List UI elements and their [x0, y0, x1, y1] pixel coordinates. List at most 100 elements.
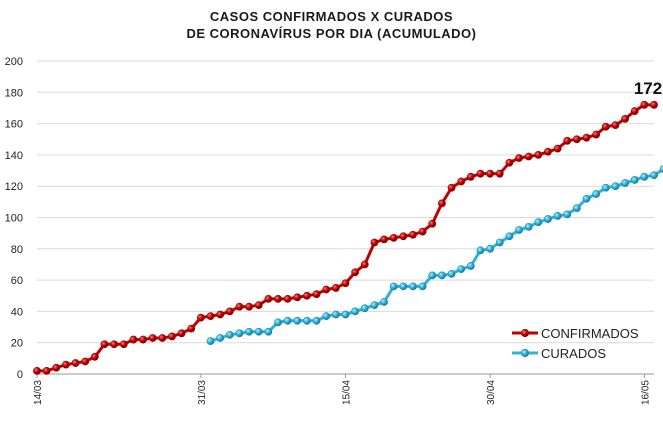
data-point [187, 324, 196, 333]
data-point [515, 226, 523, 234]
data-point [360, 260, 369, 269]
y-tick-label: 20 [11, 338, 23, 350]
data-point [572, 135, 581, 144]
data-point [476, 169, 485, 178]
data-point [139, 335, 147, 344]
data-point [659, 165, 663, 173]
data-point [601, 122, 610, 131]
axes: 0 20 40 60 80 100 120 140 160 180 200 14/03 31/03 15/… [5, 56, 654, 405]
y-tick-label: 140 [5, 150, 23, 162]
data-point [225, 307, 234, 316]
data-point [62, 360, 70, 369]
data-point [225, 330, 234, 339]
data-point [110, 340, 119, 349]
data-point [254, 301, 263, 310]
legend: CONFIRMADOS CURADOS [512, 326, 639, 361]
data-point [582, 133, 591, 142]
data-point [544, 147, 552, 156]
data-point [409, 282, 417, 291]
data-point [553, 212, 562, 220]
data-point [351, 307, 360, 316]
end-value-label: 172 [634, 79, 662, 98]
data-point [283, 294, 292, 303]
y-tick-label: 0 [17, 369, 23, 381]
legend-label: CURADOS [541, 346, 606, 361]
data-point [380, 298, 388, 306]
data-point [592, 130, 601, 139]
data-point [418, 282, 427, 291]
y-tick-label: 120 [5, 181, 23, 193]
data-point [33, 366, 41, 375]
data-point [621, 115, 629, 123]
data-point [534, 218, 543, 227]
data-point [274, 318, 282, 327]
data-point [630, 176, 639, 184]
data-point [524, 222, 533, 231]
y-tick-label: 160 [5, 119, 23, 131]
data-point [293, 316, 302, 325]
grid-lines [37, 60, 654, 344]
data-point [370, 238, 379, 247]
data-point [293, 293, 302, 302]
data-point [341, 310, 350, 319]
data-point [572, 204, 581, 213]
chart-title: CASOS CONFIRMADOS X CURADOS DE CORONAVÍR… [0, 8, 663, 42]
chart-title-line-1: CASOS CONFIRMADOS X CURADOS [209, 9, 454, 24]
data-point [322, 285, 331, 294]
data-point [486, 169, 495, 178]
data-point [524, 152, 533, 161]
data-point [447, 269, 456, 278]
data-point [322, 312, 331, 320]
data-point [264, 327, 273, 336]
series-layer [33, 100, 663, 375]
x-tick-label: 31/03 [197, 380, 208, 405]
data-point [563, 210, 572, 219]
data-point [553, 144, 562, 153]
data-point [312, 316, 321, 325]
data-point [235, 329, 244, 338]
data-point [457, 265, 466, 274]
y-tick-label: 40 [11, 306, 23, 318]
data-point [640, 100, 649, 109]
chart-title-line-2: DE CORONAVÍRUS POR DIA (ACUMULADO) [186, 26, 477, 41]
x-tick-label: 30/04 [486, 380, 497, 405]
y-tick-label: 180 [5, 87, 23, 99]
data-point [447, 183, 456, 192]
data-point [129, 335, 138, 344]
data-point [495, 169, 504, 178]
y-tick-label: 200 [5, 56, 23, 68]
data-point [206, 337, 215, 346]
data-point [650, 171, 658, 180]
data-point [119, 340, 128, 349]
data-point [100, 340, 109, 349]
x-tick-label: 14/03 [33, 380, 44, 405]
data-point [52, 363, 61, 372]
legend-marker [520, 348, 530, 358]
data-point [495, 238, 504, 247]
legend-item-curados: CURADOS [512, 346, 606, 361]
x-tick-label: 16/05 [640, 380, 651, 405]
legend-marker [520, 328, 530, 338]
data-point [399, 232, 408, 241]
data-point [418, 227, 427, 236]
data-point [640, 172, 649, 181]
data-point [650, 100, 658, 109]
data-point [544, 215, 552, 223]
data-point [90, 352, 99, 361]
data-point [486, 244, 495, 253]
data-point [370, 301, 379, 310]
end-labels: 172140 [634, 79, 662, 98]
data-point [399, 282, 408, 291]
legend-label: CONFIRMADOS [541, 326, 639, 341]
data-point [389, 282, 398, 291]
data-point [42, 366, 51, 375]
data-point [428, 219, 437, 228]
data-point [274, 294, 282, 303]
data-point [177, 329, 186, 338]
data-point [341, 279, 350, 288]
data-point [466, 262, 475, 270]
series-curados [206, 165, 663, 346]
data-point [331, 284, 340, 292]
data-point [438, 271, 446, 280]
